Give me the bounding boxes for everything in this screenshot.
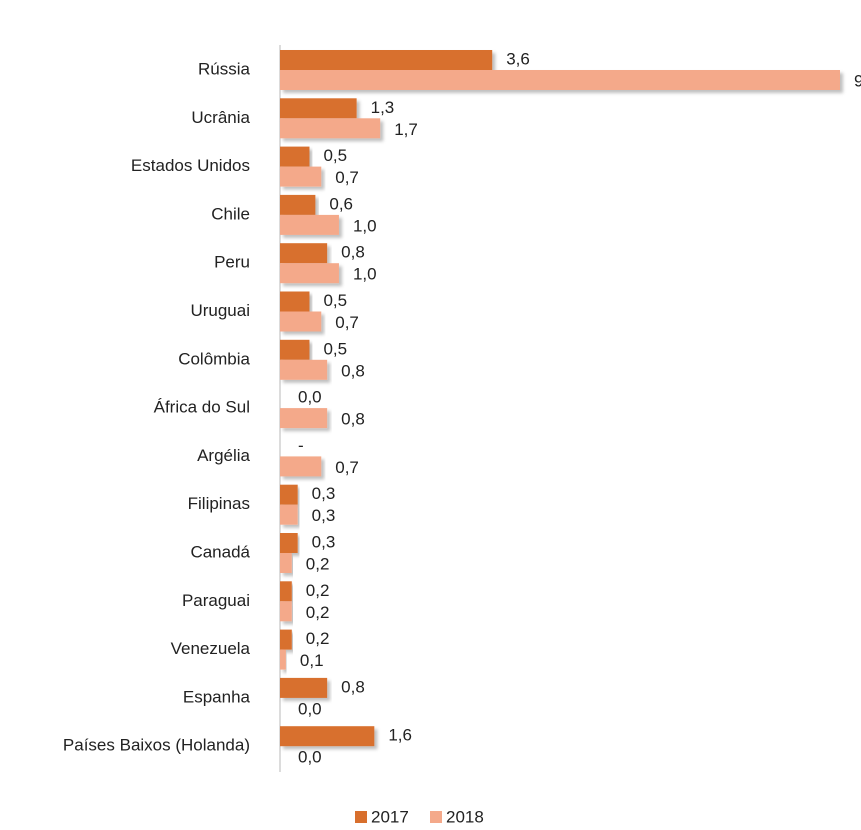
legend-swatch: [430, 811, 442, 823]
bar: [280, 339, 310, 360]
value-label: 0,3: [312, 506, 336, 525]
bar: [280, 359, 328, 380]
value-label: 0,3: [312, 532, 336, 551]
bar: [280, 50, 493, 70]
bar: [280, 263, 339, 284]
category-label: Peru: [214, 253, 250, 272]
category-label: Uruguai: [190, 301, 250, 320]
value-label: 1,7: [394, 120, 418, 139]
bar: [280, 311, 322, 332]
legend-label: 2018: [446, 807, 484, 826]
bar: [280, 214, 339, 235]
category-label: Canadá: [190, 542, 250, 561]
value-label: 1,6: [388, 726, 412, 745]
category-label: Estados Unidos: [131, 156, 250, 175]
bar: [280, 484, 298, 505]
value-label: 0,7: [335, 458, 359, 477]
value-label: 0,0: [298, 699, 322, 718]
category-label: Venezuela: [171, 639, 251, 658]
category-label: África do Sul: [154, 398, 250, 417]
bar: [280, 146, 310, 167]
category-label: Chile: [211, 204, 250, 223]
bar: [280, 726, 375, 747]
value-label: 9,5: [854, 71, 861, 90]
legend-swatch: [355, 811, 367, 823]
bar: [280, 70, 840, 90]
value-label: 0,7: [335, 313, 359, 332]
value-label: 0,0: [298, 748, 322, 767]
value-label: 0,1: [300, 651, 324, 670]
value-label: -: [298, 436, 304, 455]
bar: [280, 677, 328, 698]
bar: [280, 408, 328, 429]
category-label: Filipinas: [188, 494, 250, 513]
bar: [280, 98, 357, 119]
bar: [280, 456, 322, 477]
value-label: 0,7: [335, 168, 359, 187]
bar: [280, 533, 298, 553]
category-label: Colômbia: [178, 349, 250, 368]
value-label: 0,6: [329, 194, 353, 213]
bar: [280, 553, 292, 573]
category-label: Países Baixos (Holanda): [63, 736, 250, 755]
value-label: 0,2: [306, 554, 330, 573]
category-label: Ucrânia: [191, 108, 250, 127]
category-label: Paraguai: [182, 591, 250, 610]
value-label: 0,8: [341, 243, 365, 262]
value-label: 0,3: [312, 484, 336, 503]
bar: [280, 601, 292, 622]
value-label: 0,8: [341, 410, 365, 429]
value-label: 0,8: [341, 361, 365, 380]
bar: [280, 581, 292, 602]
bar: [280, 166, 322, 187]
value-label: 0,5: [323, 339, 347, 358]
value-label: 0,5: [323, 146, 347, 165]
value-label: 1,0: [353, 265, 377, 284]
bar: [280, 194, 316, 215]
bar: [280, 649, 286, 670]
bar: [280, 629, 292, 650]
value-label: 1,3: [371, 98, 395, 117]
category-label: Argélia: [197, 446, 250, 465]
value-label: 0,2: [306, 603, 330, 622]
category-label: Rússia: [198, 59, 251, 78]
value-label: 0,2: [306, 581, 330, 600]
category-label: Espanha: [183, 687, 251, 706]
legend-label: 2017: [371, 807, 409, 826]
value-label: 0,2: [306, 629, 330, 648]
bar: [280, 243, 328, 264]
bar: [280, 504, 298, 525]
value-label: 0,0: [298, 388, 322, 407]
bar: [280, 118, 381, 139]
value-label: 1,0: [353, 216, 377, 235]
value-label: 0,5: [323, 291, 347, 310]
value-label: 0,8: [341, 677, 365, 696]
bar: [280, 291, 310, 312]
value-label: 3,6: [506, 49, 530, 68]
